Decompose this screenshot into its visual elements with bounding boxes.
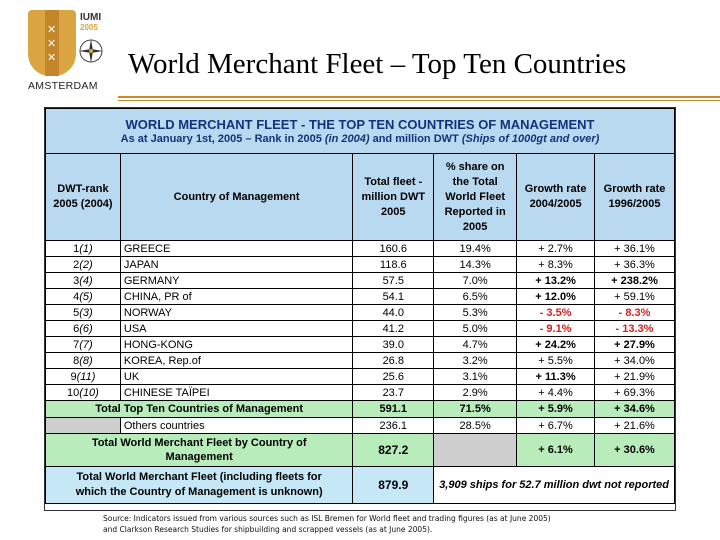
table-row: 7(7) HONG-KONG 39.0 4.7% + 24.2% + 27.9% bbox=[45, 336, 675, 353]
title-rule bbox=[118, 96, 720, 98]
table-row: 9(11) UK 25.6 3.1% + 11.3% + 21.9% bbox=[45, 368, 675, 385]
total-world-row: Total World Merchant Fleet by Country of… bbox=[44, 433, 675, 467]
total-world-fleet: 827.2 bbox=[352, 433, 435, 467]
table-frame bbox=[44, 107, 676, 511]
col-share: % share on the Total World Fleet Reported i… bbox=[433, 153, 518, 241]
table-heading: WORLD MERCHANT FLEET - THE TOP TEN COUNT… bbox=[45, 108, 675, 154]
table-row: 6(6) USA 41.2 5.0% - 9.1% - 13.3% bbox=[45, 320, 675, 337]
others-label: Others countries bbox=[119, 417, 354, 434]
total-top-ten-fleet: 591.1 bbox=[352, 400, 435, 418]
col-growth-1996-2005: Growth rate 1996/2005 bbox=[594, 153, 675, 241]
others-share: 28.5% bbox=[433, 417, 518, 434]
total-including-fleet: 879.9 bbox=[352, 466, 435, 504]
total-top-ten-g1: + 5.9% bbox=[516, 400, 596, 418]
amsterdam-shield-icon: ✕ ✕ ✕ bbox=[28, 10, 76, 76]
table-row: 2(2) JAPAN 118.6 14.3% + 8.3% + 36.3% bbox=[45, 256, 675, 273]
total-top-ten-label: Total Top Ten Countries of Management bbox=[44, 400, 354, 418]
logo-year: 2005 bbox=[80, 23, 98, 32]
table-row: 10(10) CHINESE TAÏPEI 23.7 2.9% + 4.4% + 69.3… bbox=[45, 384, 675, 401]
source-line1: Source: Indicators issued from various s… bbox=[103, 514, 551, 523]
logo-org: IUMI bbox=[80, 12, 102, 23]
col-fleet: Total fleet - million DWT 2005 bbox=[352, 153, 435, 241]
table-heading-line2: As at January 1st, 2005 – Rank in 2005 (… bbox=[120, 132, 600, 145]
total-world-g1: + 6.1% bbox=[516, 433, 596, 467]
others-row: Others countries 236.1 28.5% + 6.7% + 21… bbox=[45, 417, 675, 434]
compass-rose-icon bbox=[79, 39, 103, 63]
iumi-logo: ✕ ✕ ✕ IUMI 2005 AMSTERDAM bbox=[28, 10, 108, 92]
title-rule-thin bbox=[118, 100, 720, 101]
total-including-row: Total World Merchant Fleet (including fl… bbox=[44, 466, 675, 504]
table-heading-row: WORLD MERCHANT FLEET - THE TOP TEN COUNT… bbox=[45, 108, 675, 154]
logo-city: AMSTERDAM bbox=[28, 80, 98, 92]
fleet-table: WORLD MERCHANT FLEET - THE TOP TEN COUNT… bbox=[44, 108, 675, 504]
table-row: 3(4) GERMANY 57.5 7.0% + 13.2% + 238.2% bbox=[45, 272, 675, 289]
table-row: 5(3) NORWAY 44.0 5.3% - 3.5% - 8.3% bbox=[45, 304, 675, 321]
total-world-label: Total World Merchant Fleet by Country of… bbox=[44, 433, 354, 467]
total-top-ten-g2: + 34.6% bbox=[594, 400, 675, 418]
others-fleet: 236.1 bbox=[352, 417, 435, 434]
col-country: Country of Management bbox=[119, 153, 354, 241]
not-reported-note: 3,909 ships for 52.7 million dwt not rep… bbox=[433, 466, 675, 504]
source-note: Source: Indicators issued from various s… bbox=[103, 513, 551, 535]
col-growth-2004-2005: Growth rate 2004/2005 bbox=[516, 153, 596, 241]
total-top-ten-share: 71.5% bbox=[433, 400, 518, 418]
total-world-g2: + 30.6% bbox=[594, 433, 675, 467]
total-top-ten-row: Total Top Ten Countries of Management 59… bbox=[44, 400, 675, 418]
table-row: 8(8) KOREA, Rep.of 26.8 3.2% + 5.5% + 34.0% bbox=[45, 352, 675, 369]
total-including-label: Total World Merchant Fleet (including fl… bbox=[44, 466, 354, 504]
table-row: 1(1) GREECE 160.6 19.4% + 2.7% + 36.1% bbox=[45, 240, 675, 257]
slide-title: World Merchant Fleet – Top Ten Countries bbox=[128, 48, 627, 80]
column-header-row: DWT-rank 2005 (2004) Country of Managemen… bbox=[45, 153, 675, 241]
table-row: 4(5) CHINA, PR of 54.1 6.5% + 12.0% + 59.1% bbox=[45, 288, 675, 305]
col-rank: DWT-rank 2005 (2004) bbox=[45, 153, 121, 241]
others-g1: + 6.7% bbox=[516, 417, 596, 434]
source-line2: and Clarkson Research Studies for shipbu… bbox=[103, 525, 433, 534]
table-heading-line1: WORLD MERCHANT FLEET - THE TOP TEN COUNT… bbox=[125, 116, 595, 132]
others-g2: + 21.6% bbox=[594, 417, 675, 434]
